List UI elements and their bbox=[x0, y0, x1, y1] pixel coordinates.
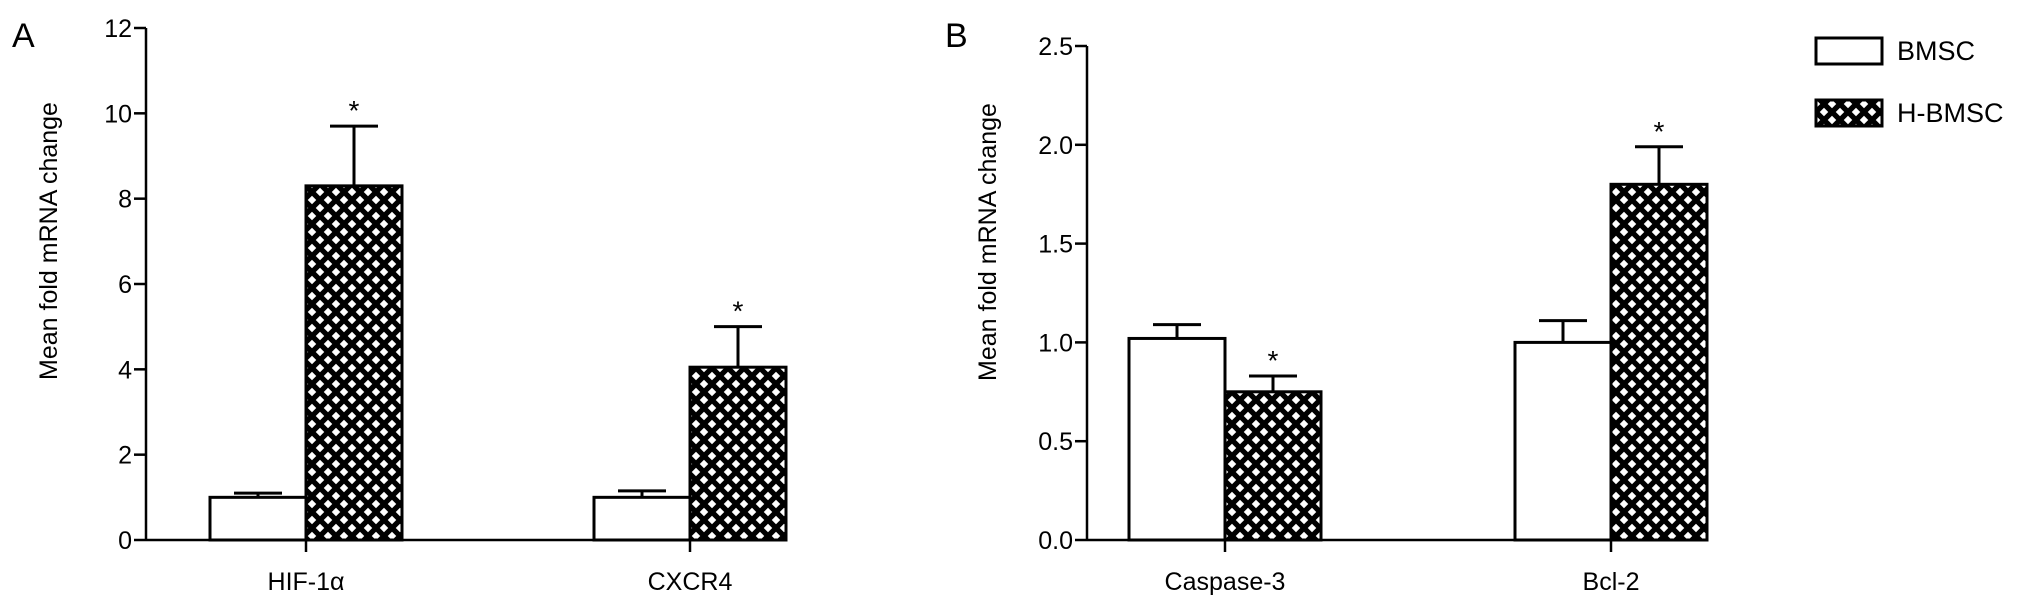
panel-label: A bbox=[12, 17, 35, 55]
y-tick-label: 1.5 bbox=[1038, 231, 1073, 259]
y-tick-label: 6 bbox=[118, 271, 132, 299]
y-tick-label: 2.5 bbox=[1038, 33, 1073, 61]
bar-bmsc bbox=[592, 495, 692, 542]
bar-group bbox=[1127, 182, 1709, 542]
x-category-label: Bcl-2 bbox=[1583, 568, 1640, 596]
bar-bmsc bbox=[1513, 340, 1613, 542]
x-category-label: HIF-1α bbox=[268, 568, 345, 596]
bar-h-bmsc bbox=[1609, 182, 1709, 542]
y-tick-label: 8 bbox=[118, 186, 132, 214]
y-tick-label: 2.0 bbox=[1038, 132, 1073, 160]
y-tick-label: 1.0 bbox=[1038, 329, 1073, 357]
legend-swatch-open bbox=[1814, 36, 1884, 66]
significance-markers: ** bbox=[1268, 116, 1665, 376]
bar-bmsc bbox=[208, 495, 308, 542]
legend-swatch-hatched bbox=[1814, 98, 1884, 128]
bar-bmsc bbox=[1127, 336, 1227, 542]
significance-star: * bbox=[1654, 116, 1665, 147]
y-tick-label: 0.5 bbox=[1038, 428, 1073, 456]
x-category-label: CXCR4 bbox=[648, 568, 733, 596]
legend-label: BMSC bbox=[1897, 36, 1975, 66]
error-bar-group bbox=[234, 124, 762, 498]
y-axis-label: Mean fold mRNA change bbox=[974, 103, 1002, 381]
chart-panel-b: B Mean fold mRNA change 0.0 0.5 1.0 1.5 2.0 2… bbox=[945, 17, 1709, 596]
y-tick-label: 2 bbox=[118, 442, 132, 470]
x-axis-ticks: HIF-1α CXCR4 bbox=[268, 540, 733, 596]
y-tick-label: 0 bbox=[118, 527, 132, 555]
legend-label: H-BMSC bbox=[1897, 98, 2004, 128]
y-tick-label: 0.0 bbox=[1038, 527, 1073, 555]
legend: BMSC H-BMSC bbox=[1814, 36, 2004, 128]
y-tick-label: 4 bbox=[118, 356, 132, 384]
x-category-label: Caspase-3 bbox=[1165, 568, 1286, 596]
y-axis-ticks: 0 2 4 6 8 10 12 bbox=[104, 15, 146, 555]
significance-markers: ** bbox=[349, 95, 744, 327]
bar-h-bmsc bbox=[304, 184, 404, 542]
significance-star: * bbox=[733, 296, 744, 327]
panel-label: B bbox=[945, 17, 968, 55]
y-tick-label: 12 bbox=[104, 15, 132, 43]
y-axis-ticks: 0.0 0.5 1.0 1.5 2.0 2.5 bbox=[1038, 33, 1087, 555]
legend-item-bmsc: BMSC bbox=[1814, 36, 1975, 66]
x-axis-ticks: Caspase-3 Bcl-2 bbox=[1165, 540, 1640, 596]
y-tick-label: 10 bbox=[104, 100, 132, 128]
legend-item-h-bmsc: H-BMSC bbox=[1814, 98, 2004, 128]
bar-h-bmsc bbox=[1223, 390, 1323, 542]
bar-group bbox=[208, 184, 788, 542]
bar-h-bmsc bbox=[688, 365, 788, 542]
significance-star: * bbox=[1268, 345, 1279, 376]
error-bar-group bbox=[1153, 145, 1683, 392]
significance-star: * bbox=[349, 95, 360, 126]
y-axis-label: Mean fold mRNA change bbox=[35, 102, 63, 380]
